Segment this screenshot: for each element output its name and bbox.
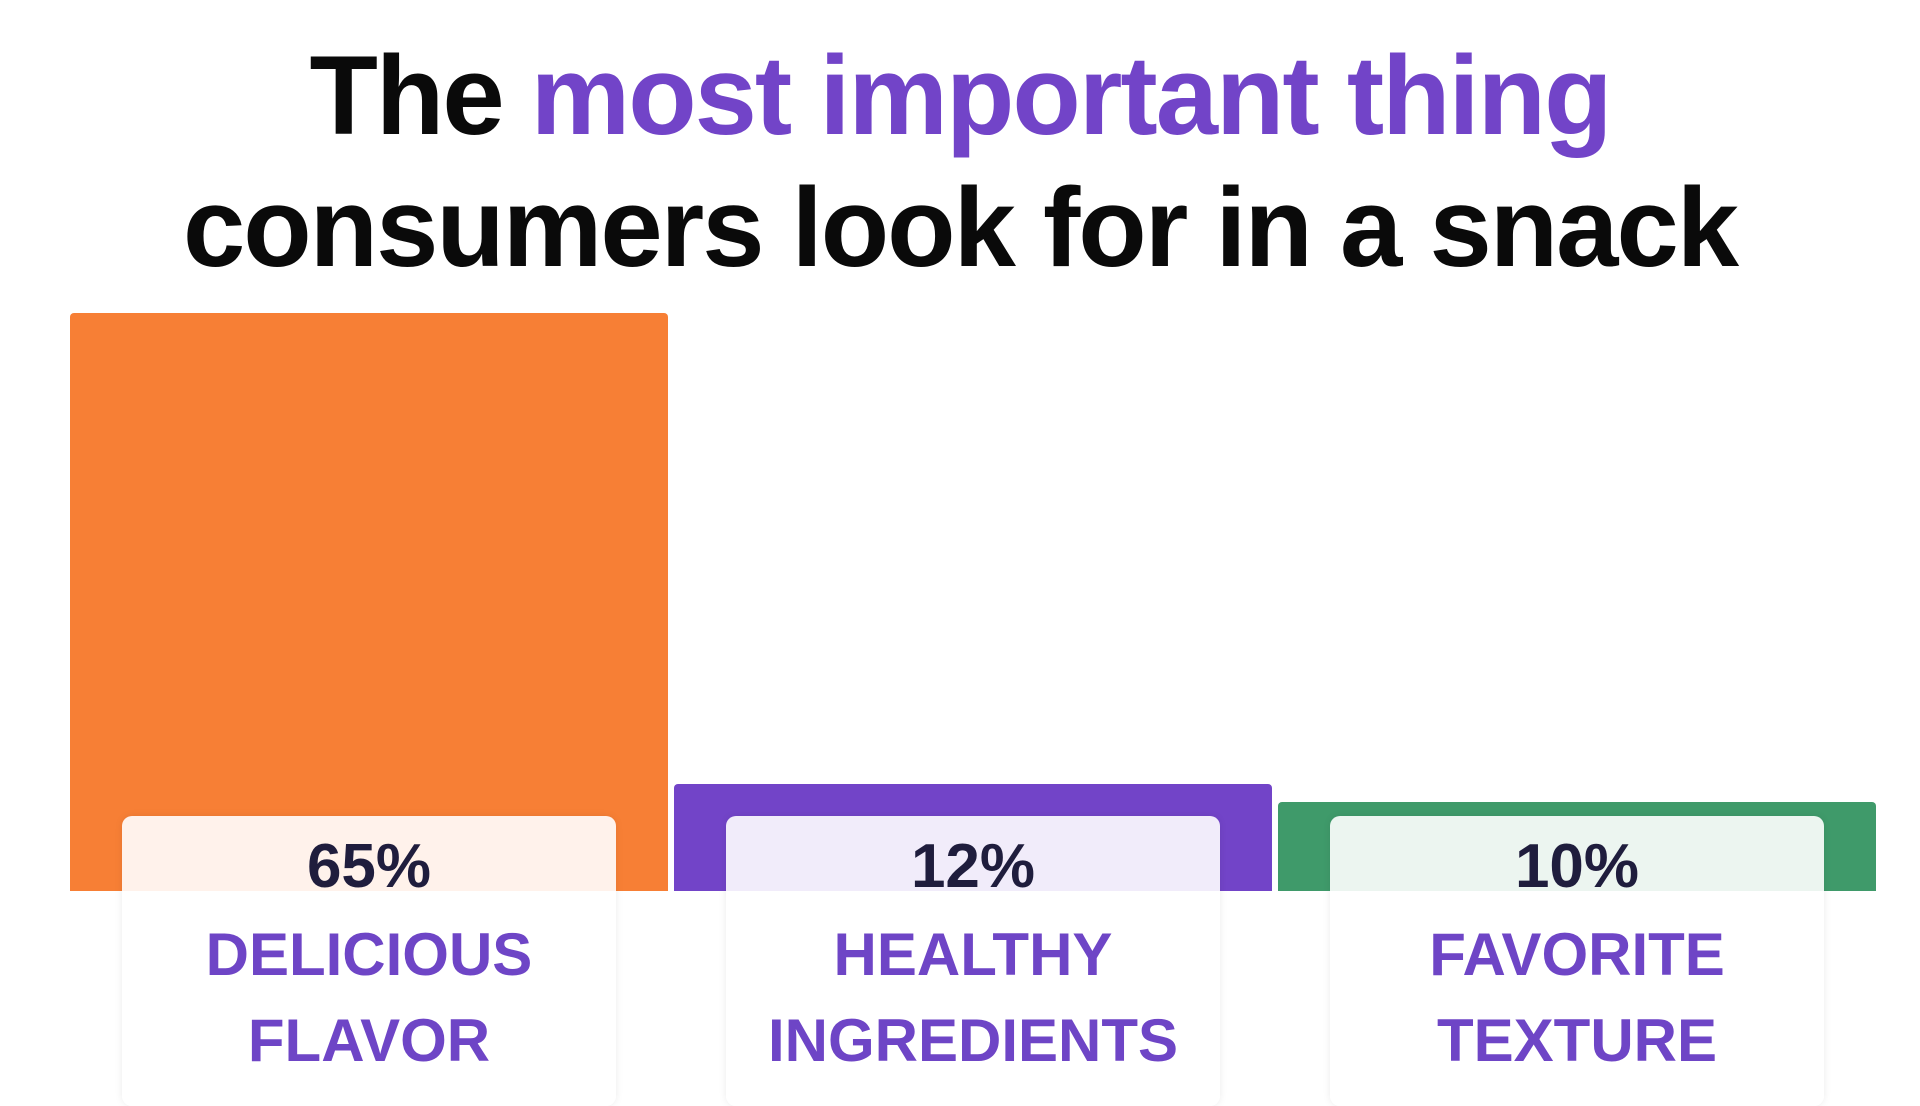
data-label: 10% — [1514, 832, 1640, 901]
chart-title: The most important thing consumers look fo… — [0, 30, 1920, 294]
label-card: 12% HEALTHY INGREDIENTS — [726, 816, 1220, 1106]
data-label: 12% — [910, 832, 1036, 901]
title-rest: consumers look for in a snack — [182, 165, 1739, 290]
category-label: HEALTHY INGREDIENTS — [767, 921, 1179, 1074]
bar — [70, 313, 668, 891]
category-label: FAVORITE TEXTURE — [1429, 921, 1725, 1074]
label-card: 65% DELICIOUS FLAVOR — [122, 816, 616, 1106]
label-card: 10% FAVORITE TEXTURE — [1330, 816, 1824, 1106]
title-lead: The — [309, 33, 504, 158]
page: The most important thing consumers look fo… — [0, 30, 1920, 1074]
category-label: DELICIOUS FLAVOR — [205, 921, 533, 1074]
title-highlight: most important thing — [530, 33, 1613, 158]
data-label: 65% — [306, 832, 432, 901]
